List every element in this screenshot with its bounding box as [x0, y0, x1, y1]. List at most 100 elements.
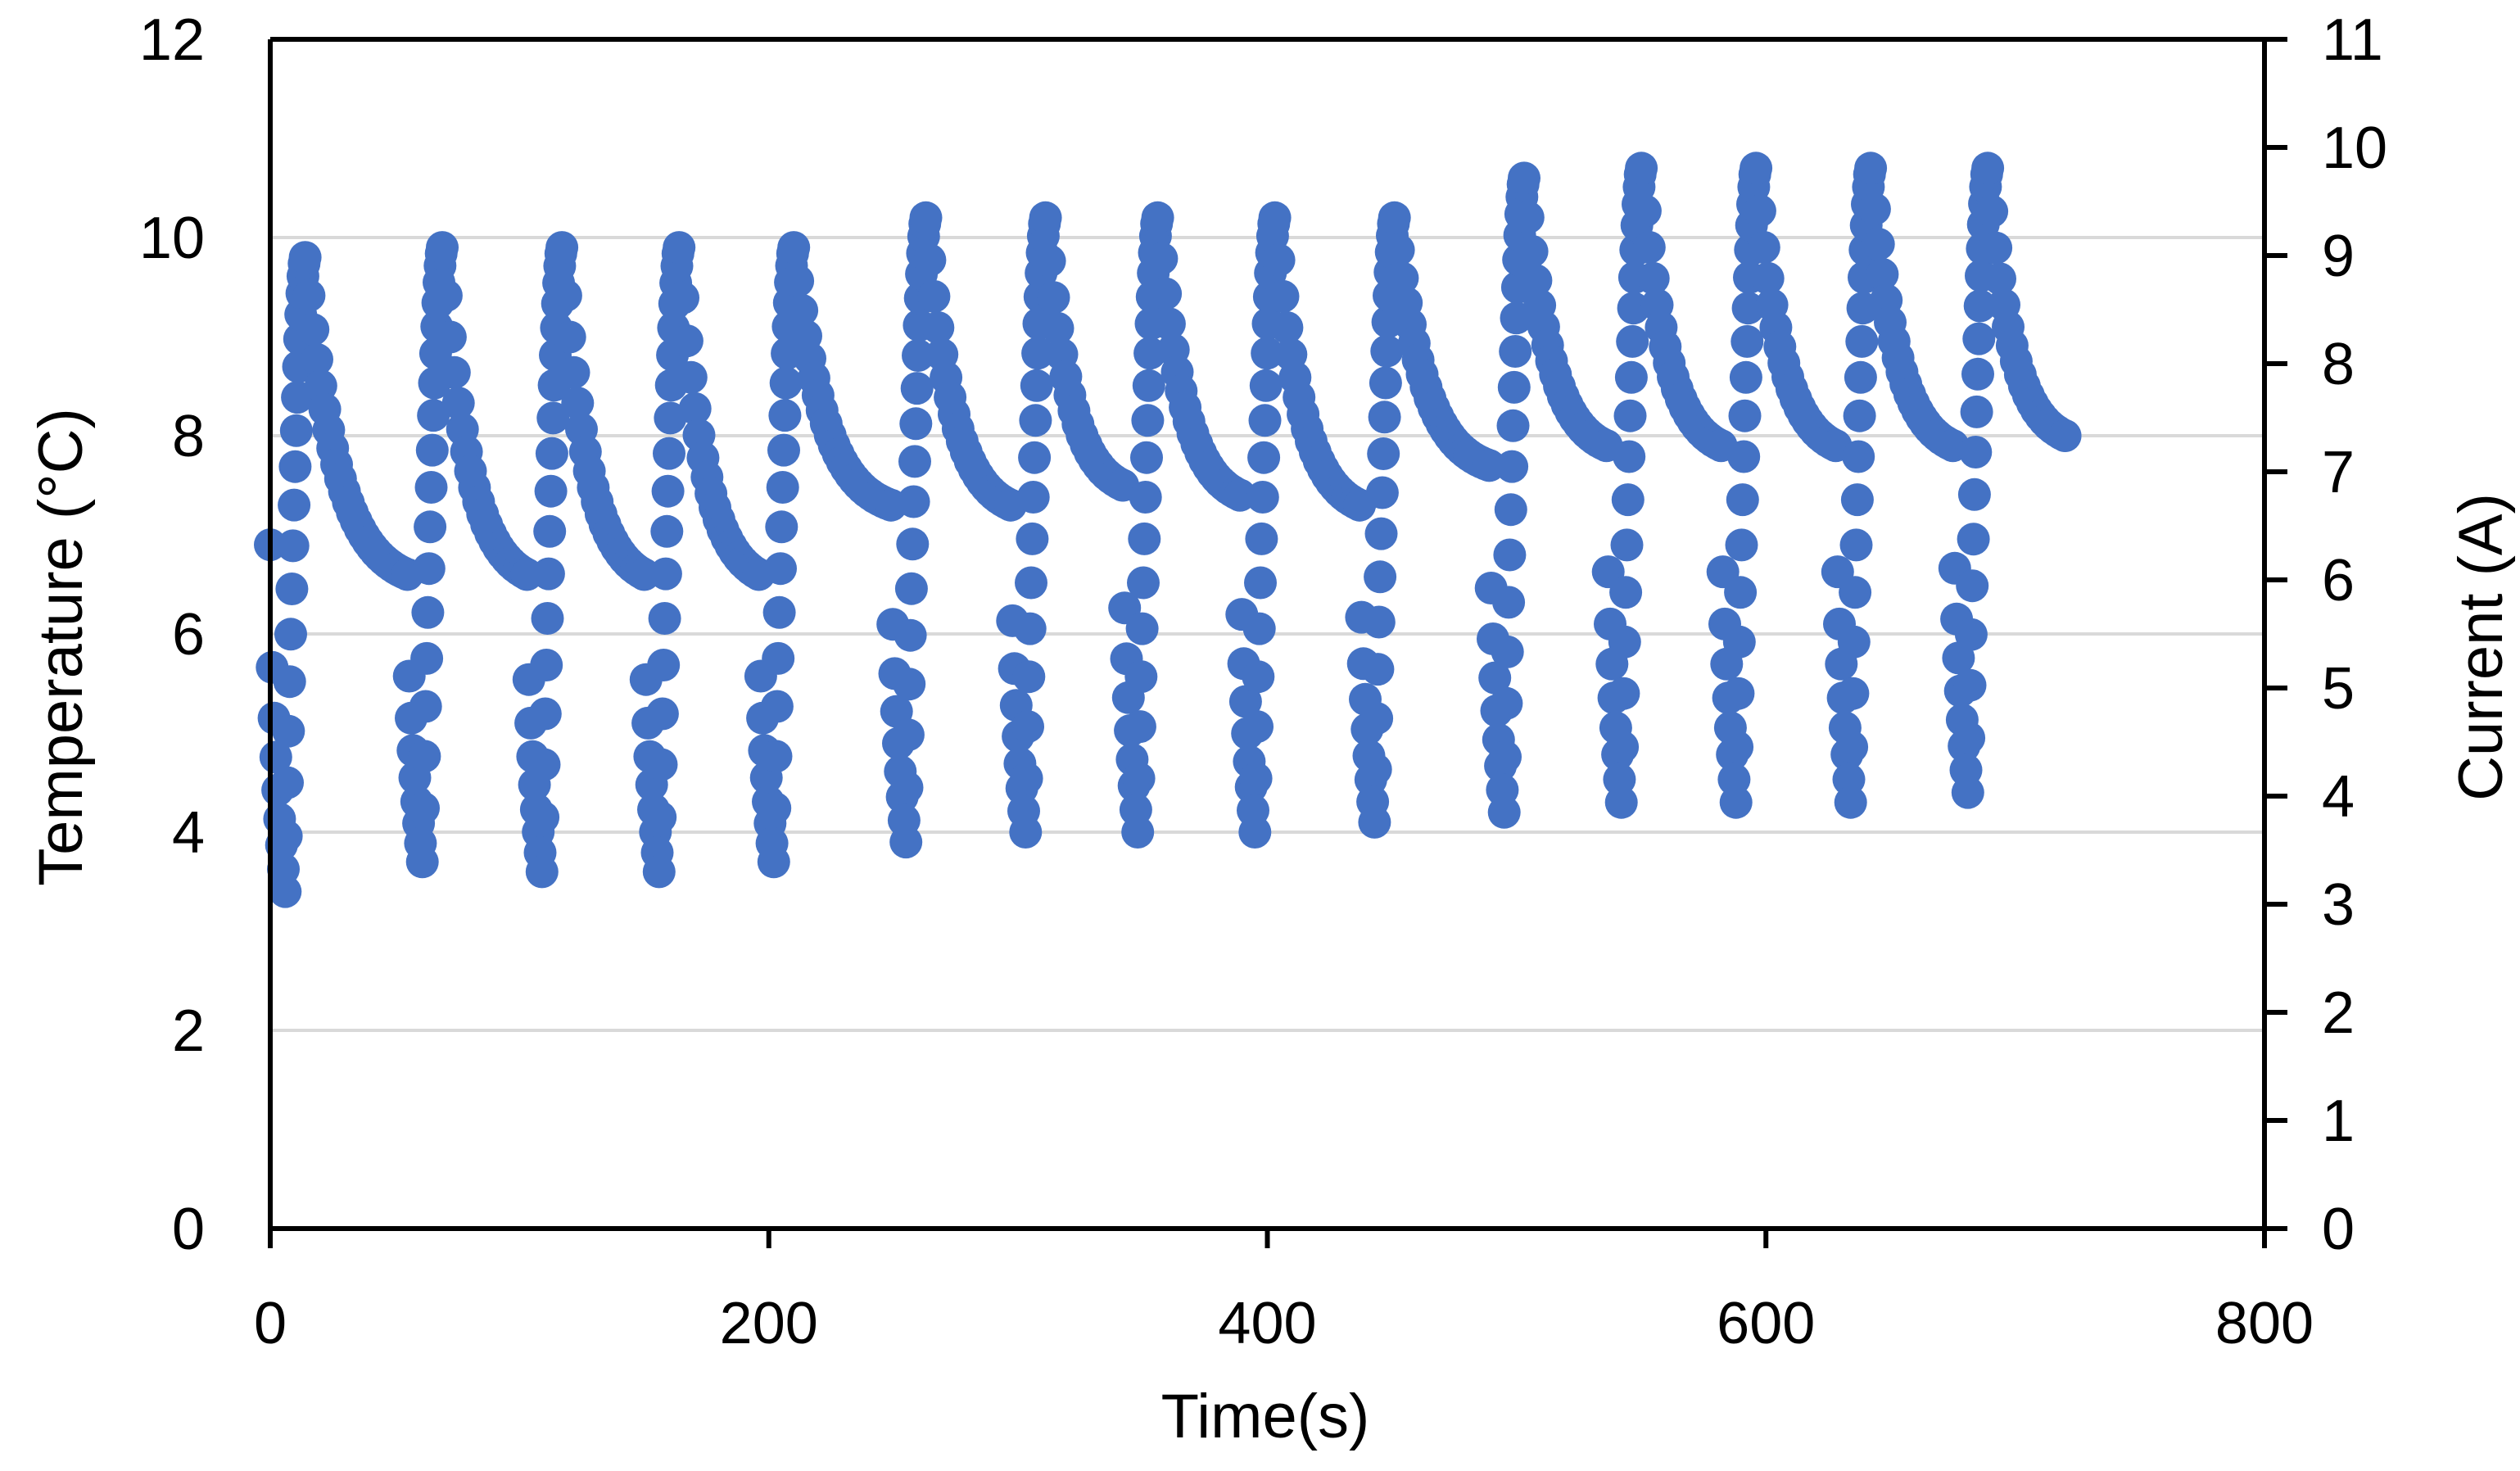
data-point [1834, 785, 1867, 819]
data-point [1122, 762, 1156, 795]
x-tick-label: 0 [254, 1291, 287, 1356]
data-point [1496, 409, 1530, 442]
data-point [278, 450, 312, 483]
data-point [648, 602, 681, 635]
data-point [407, 791, 440, 825]
data-point [1961, 357, 1994, 391]
data-point [530, 649, 563, 681]
data-point [663, 231, 696, 265]
data-point [766, 471, 799, 504]
data-point [301, 342, 333, 376]
y-tick-label: 10 [139, 206, 205, 271]
data-point [1971, 152, 2005, 185]
data-point [1722, 625, 1756, 659]
data-point [1493, 538, 1527, 572]
data-point [1367, 437, 1400, 470]
data-point [1951, 776, 1984, 809]
data-point [1239, 762, 1273, 795]
data-point [1013, 612, 1047, 645]
data-point [1360, 702, 1394, 736]
data-point [889, 826, 923, 859]
data-point [1258, 201, 1292, 234]
data-point [1608, 625, 1641, 659]
data-point [271, 766, 304, 799]
data-point [274, 618, 307, 651]
data-point [525, 855, 559, 889]
data-point [1952, 722, 1986, 754]
y2-tick-label: 2 [2322, 980, 2355, 1046]
data-point [1370, 334, 1404, 368]
data-point [1839, 576, 1872, 609]
data-point [1016, 481, 1050, 514]
data-point [1625, 152, 1658, 185]
data-point [651, 474, 685, 508]
data-point [272, 714, 305, 748]
data-point [645, 697, 679, 731]
data-point [1018, 441, 1052, 474]
data-point [1368, 401, 1401, 434]
data-point [670, 324, 704, 358]
y2-tick-label: 0 [2322, 1197, 2355, 1262]
data-point [1727, 440, 1761, 473]
data-point [921, 311, 955, 344]
data-point [760, 690, 794, 723]
data-point [1743, 194, 1776, 228]
data-point [1009, 816, 1043, 849]
data-point [898, 445, 931, 478]
data-point [1954, 618, 1988, 651]
data-point [259, 740, 292, 774]
data-point [762, 641, 795, 675]
data-point [899, 407, 933, 441]
data-point [1132, 369, 1165, 402]
data-point [896, 527, 930, 561]
data-point [777, 231, 811, 265]
data-point [1857, 192, 1891, 226]
data-point [1127, 566, 1160, 600]
data-point [1956, 569, 1989, 603]
data-point [1128, 522, 1161, 555]
data-point [1731, 324, 1764, 358]
data-point [1041, 311, 1075, 345]
data-point [1359, 753, 1392, 786]
data-point [1725, 528, 1758, 562]
data-point [785, 293, 819, 327]
y-tick-label: 0 [172, 1197, 205, 1262]
data-point [1729, 360, 1762, 394]
y2-tick-label: 11 [2322, 7, 2383, 73]
data-point [1751, 261, 1785, 295]
data-point [528, 697, 562, 731]
y-tick-label: 2 [172, 998, 205, 1064]
data-point [1499, 335, 1532, 368]
data-point [410, 641, 444, 675]
data-point [292, 278, 326, 312]
x-tick-label: 200 [720, 1291, 818, 1356]
data-point [276, 529, 310, 563]
data-point [1842, 440, 1875, 473]
y2-tick-label: 5 [2322, 656, 2355, 722]
data-point [758, 791, 792, 825]
data-point [273, 665, 306, 699]
data-point [1361, 653, 1395, 686]
data-point [433, 320, 467, 354]
data-point [1248, 404, 1282, 437]
data-point [412, 552, 446, 586]
data-point [269, 875, 302, 908]
data-point [1010, 762, 1043, 795]
data-point [1129, 481, 1162, 514]
data-point [411, 595, 445, 629]
data-point [1843, 399, 1876, 432]
data-point [561, 387, 595, 420]
data-point [764, 552, 797, 586]
data-point [1611, 483, 1645, 517]
data-point [1145, 242, 1179, 275]
y-tick-label: 4 [172, 800, 205, 866]
data-point [1957, 523, 1990, 556]
data-point [1604, 785, 1638, 819]
data-point [1862, 228, 1895, 261]
data-point [1242, 660, 1275, 694]
series-points [254, 152, 2082, 908]
data-point [1245, 522, 1278, 555]
data-point [1494, 493, 1527, 527]
